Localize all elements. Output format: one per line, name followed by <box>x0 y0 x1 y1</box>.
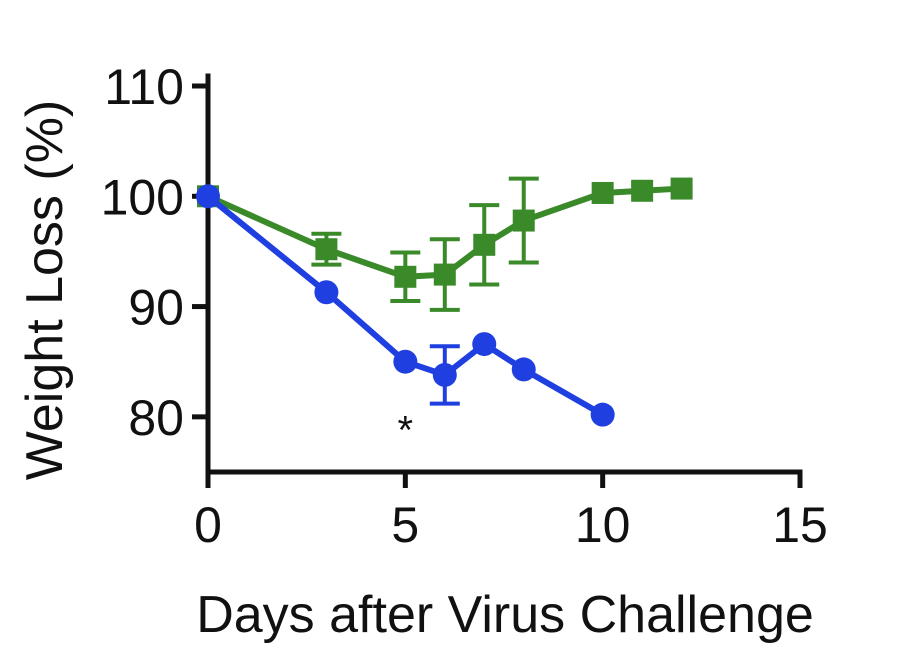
data-point <box>512 209 535 232</box>
data-point <box>315 238 338 261</box>
x-tick-label: 15 <box>772 497 828 553</box>
x-tick-label: 10 <box>575 497 631 553</box>
data-point <box>472 332 497 357</box>
data-point <box>590 402 615 427</box>
x-tick-label: 5 <box>391 497 419 553</box>
data-point <box>631 179 654 202</box>
data-point <box>511 357 536 382</box>
y-tick-label: 90 <box>128 280 184 336</box>
data-point <box>433 263 456 286</box>
x-axis-title: Days after Virus Challenge <box>196 586 814 644</box>
data-point <box>591 181 614 204</box>
y-tick-label: 100 <box>101 169 184 225</box>
axes: 0 5 10 15 80 90 100 110 <box>101 59 828 553</box>
series-2 <box>196 184 615 427</box>
data-point <box>473 233 496 256</box>
series-layer <box>196 176 693 427</box>
y-tick-label: 110 <box>104 59 184 115</box>
significance-asterisk: * <box>398 409 414 453</box>
data-point <box>393 349 418 374</box>
data-point <box>394 265 417 288</box>
x-tick-label: 0 <box>194 497 222 553</box>
series-line <box>205 193 606 418</box>
series-1 <box>197 176 693 312</box>
data-point <box>314 280 339 305</box>
data-point <box>196 184 220 209</box>
annotation-layer: * <box>398 409 414 453</box>
data-point <box>432 362 457 387</box>
y-tick-label: 80 <box>128 390 184 446</box>
y-axis-title: Weight Loss (%) <box>16 100 74 481</box>
data-point <box>670 177 693 200</box>
